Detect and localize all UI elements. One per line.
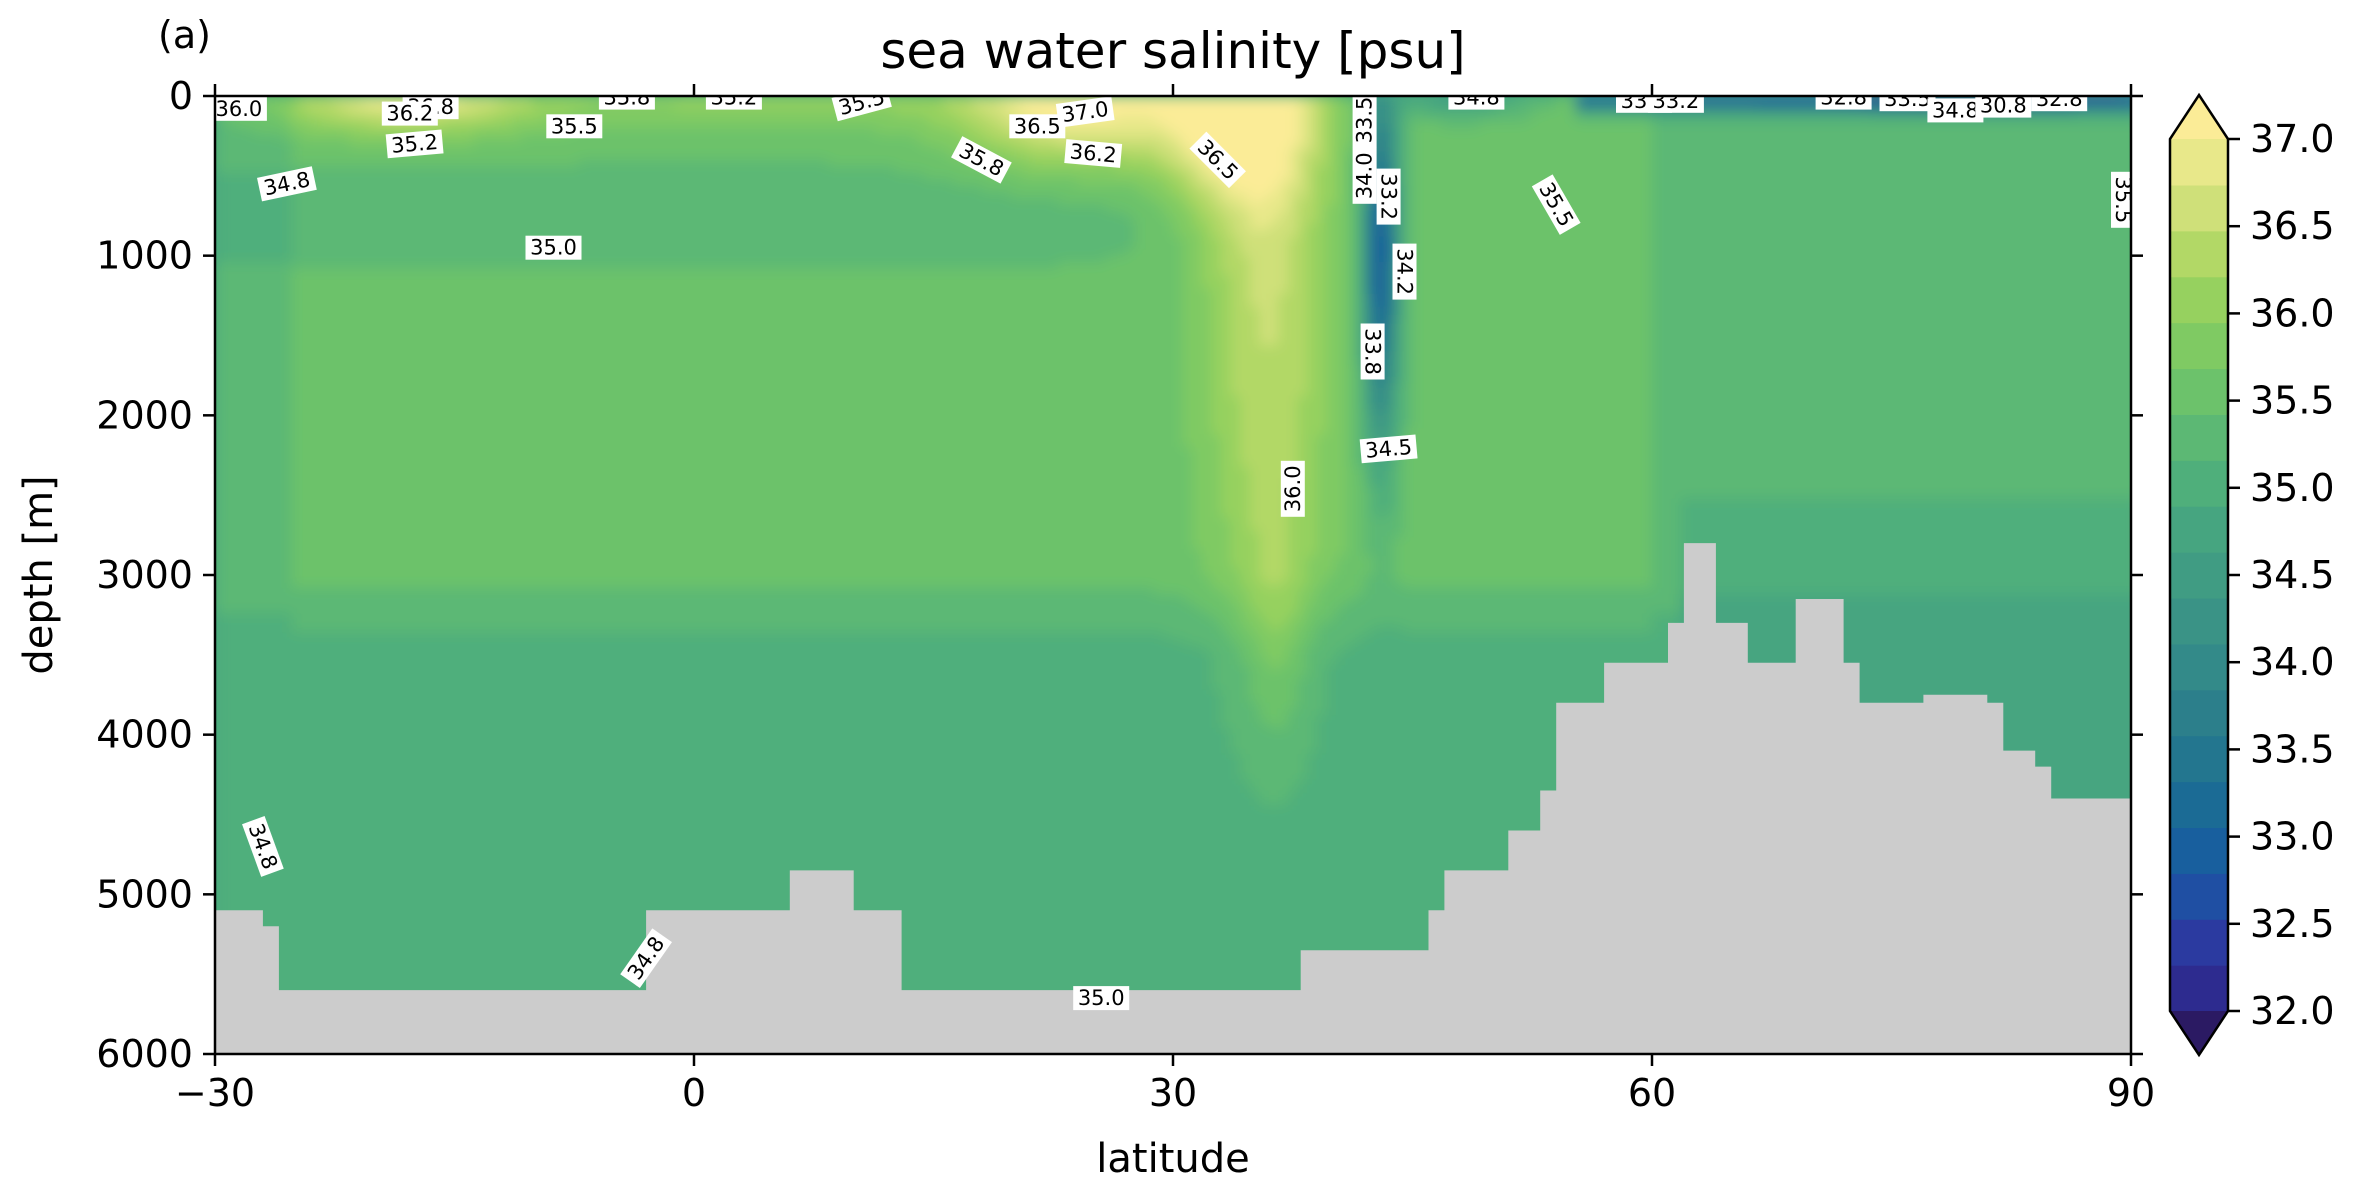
- colorbar-level: [2170, 598, 2228, 644]
- colorbar-extend-top: [2170, 95, 2228, 139]
- colorbar-tick-label: 37.0: [2250, 117, 2335, 161]
- colorbar-level: [2170, 736, 2228, 782]
- y-axis-label: depth [m]: [16, 475, 62, 674]
- contour-label: 33.5: [1880, 87, 1936, 111]
- colorbar-tick-label: 33.5: [2250, 727, 2335, 771]
- contour-label: 34.2: [1393, 244, 1417, 300]
- colorbar-tick-label: 36.5: [2250, 204, 2335, 248]
- x-tick-label: 0: [682, 1071, 706, 1115]
- colorbar-tick-label: 34.0: [2250, 640, 2335, 684]
- y-tick-label: 0: [169, 74, 193, 118]
- colorbar-level: [2170, 919, 2228, 965]
- x-tick-label: 30: [1149, 1071, 1197, 1115]
- contour-label: 36.2: [382, 102, 438, 126]
- colorbar-tick-label: 35.5: [2250, 379, 2335, 423]
- contour-label: 34.0: [1353, 148, 1377, 204]
- x-tick-label: 60: [1628, 1071, 1676, 1115]
- contour-label: 35.0: [1073, 986, 1129, 1010]
- colorbar-level: [2170, 139, 2228, 185]
- colorbar-level: [2170, 873, 2228, 919]
- plot-area: 36.036.836.235.235.535.835.235.534.835.0…: [211, 84, 2142, 1055]
- colorbar-tick-label: 32.0: [2250, 989, 2335, 1033]
- contour-label: 34.8: [1448, 86, 1504, 110]
- colorbar-tick-label: 36.0: [2250, 291, 2335, 335]
- contour-label: 35.0: [526, 236, 582, 260]
- contour-label: 32.8: [1816, 86, 1872, 110]
- x-tick-label: 90: [2107, 1071, 2155, 1115]
- x-tick-label: −30: [175, 1071, 255, 1115]
- colorbar-level: [2170, 414, 2228, 460]
- colorbar-level: [2170, 277, 2228, 323]
- colorbar-level: [2170, 827, 2228, 873]
- contour-label: 35.2: [706, 86, 762, 110]
- colorbar-tick-label: 35.0: [2250, 466, 2335, 510]
- colorbar-level: [2170, 231, 2228, 277]
- colorbar-level: [2170, 368, 2228, 414]
- contour-label: 33.5: [1353, 92, 1377, 148]
- y-tick-label: 3000: [96, 553, 193, 597]
- colorbar-level: [2170, 690, 2228, 736]
- panel-label: (a): [158, 13, 211, 57]
- contour-label: 36.5: [1009, 114, 1065, 138]
- colorbar-level: [2170, 965, 2228, 1011]
- contour-label: 36.0: [1281, 461, 1305, 517]
- y-tick-label: 5000: [96, 872, 193, 916]
- contour-label: 36.2: [1064, 139, 1122, 168]
- contour-label: 32.8: [2031, 87, 2087, 111]
- colorbar-level: [2170, 782, 2228, 828]
- colorbar-level: [2170, 323, 2228, 369]
- colorbar-level: [2170, 552, 2228, 598]
- x-axis-label: latitude: [1096, 1136, 1249, 1181]
- colorbar-tick-label: 32.5: [2250, 902, 2335, 946]
- y-tick-label: 1000: [96, 234, 193, 278]
- contour-label: 35.8: [599, 86, 655, 110]
- contour-label: 33.2: [1648, 89, 1704, 113]
- colorbar: 32.0 32.5 33.0 33.5 34.0 34.5 35.0 35.5 36.0 36.5…: [2170, 95, 2335, 1055]
- y-tick-label: 6000: [96, 1032, 193, 1076]
- contour-label: 34.8: [1927, 98, 1983, 122]
- colorbar-extend-bottom: [2170, 1011, 2228, 1055]
- colorbar-level: [2170, 644, 2228, 690]
- colorbar-tick-label: 34.5: [2250, 553, 2335, 597]
- contour-label: 33.2: [1377, 169, 1401, 225]
- colorbar-level: [2170, 460, 2228, 506]
- colorbar-tick-label: 33.0: [2250, 815, 2335, 859]
- chart-title: sea water salinity [psu]: [880, 22, 1465, 80]
- y-tick-label: 2000: [96, 393, 193, 437]
- contour-label: 34.5: [1360, 435, 1418, 464]
- colorbar-level: [2170, 506, 2228, 552]
- colorbar-level: [2170, 185, 2228, 231]
- contour-label: 35.5: [546, 114, 602, 138]
- contour-label: 33.8: [1361, 324, 1385, 380]
- contour-label: 35.2: [386, 130, 444, 159]
- y-tick-label: 4000: [96, 713, 193, 757]
- contour-label: 36.0: [211, 97, 267, 121]
